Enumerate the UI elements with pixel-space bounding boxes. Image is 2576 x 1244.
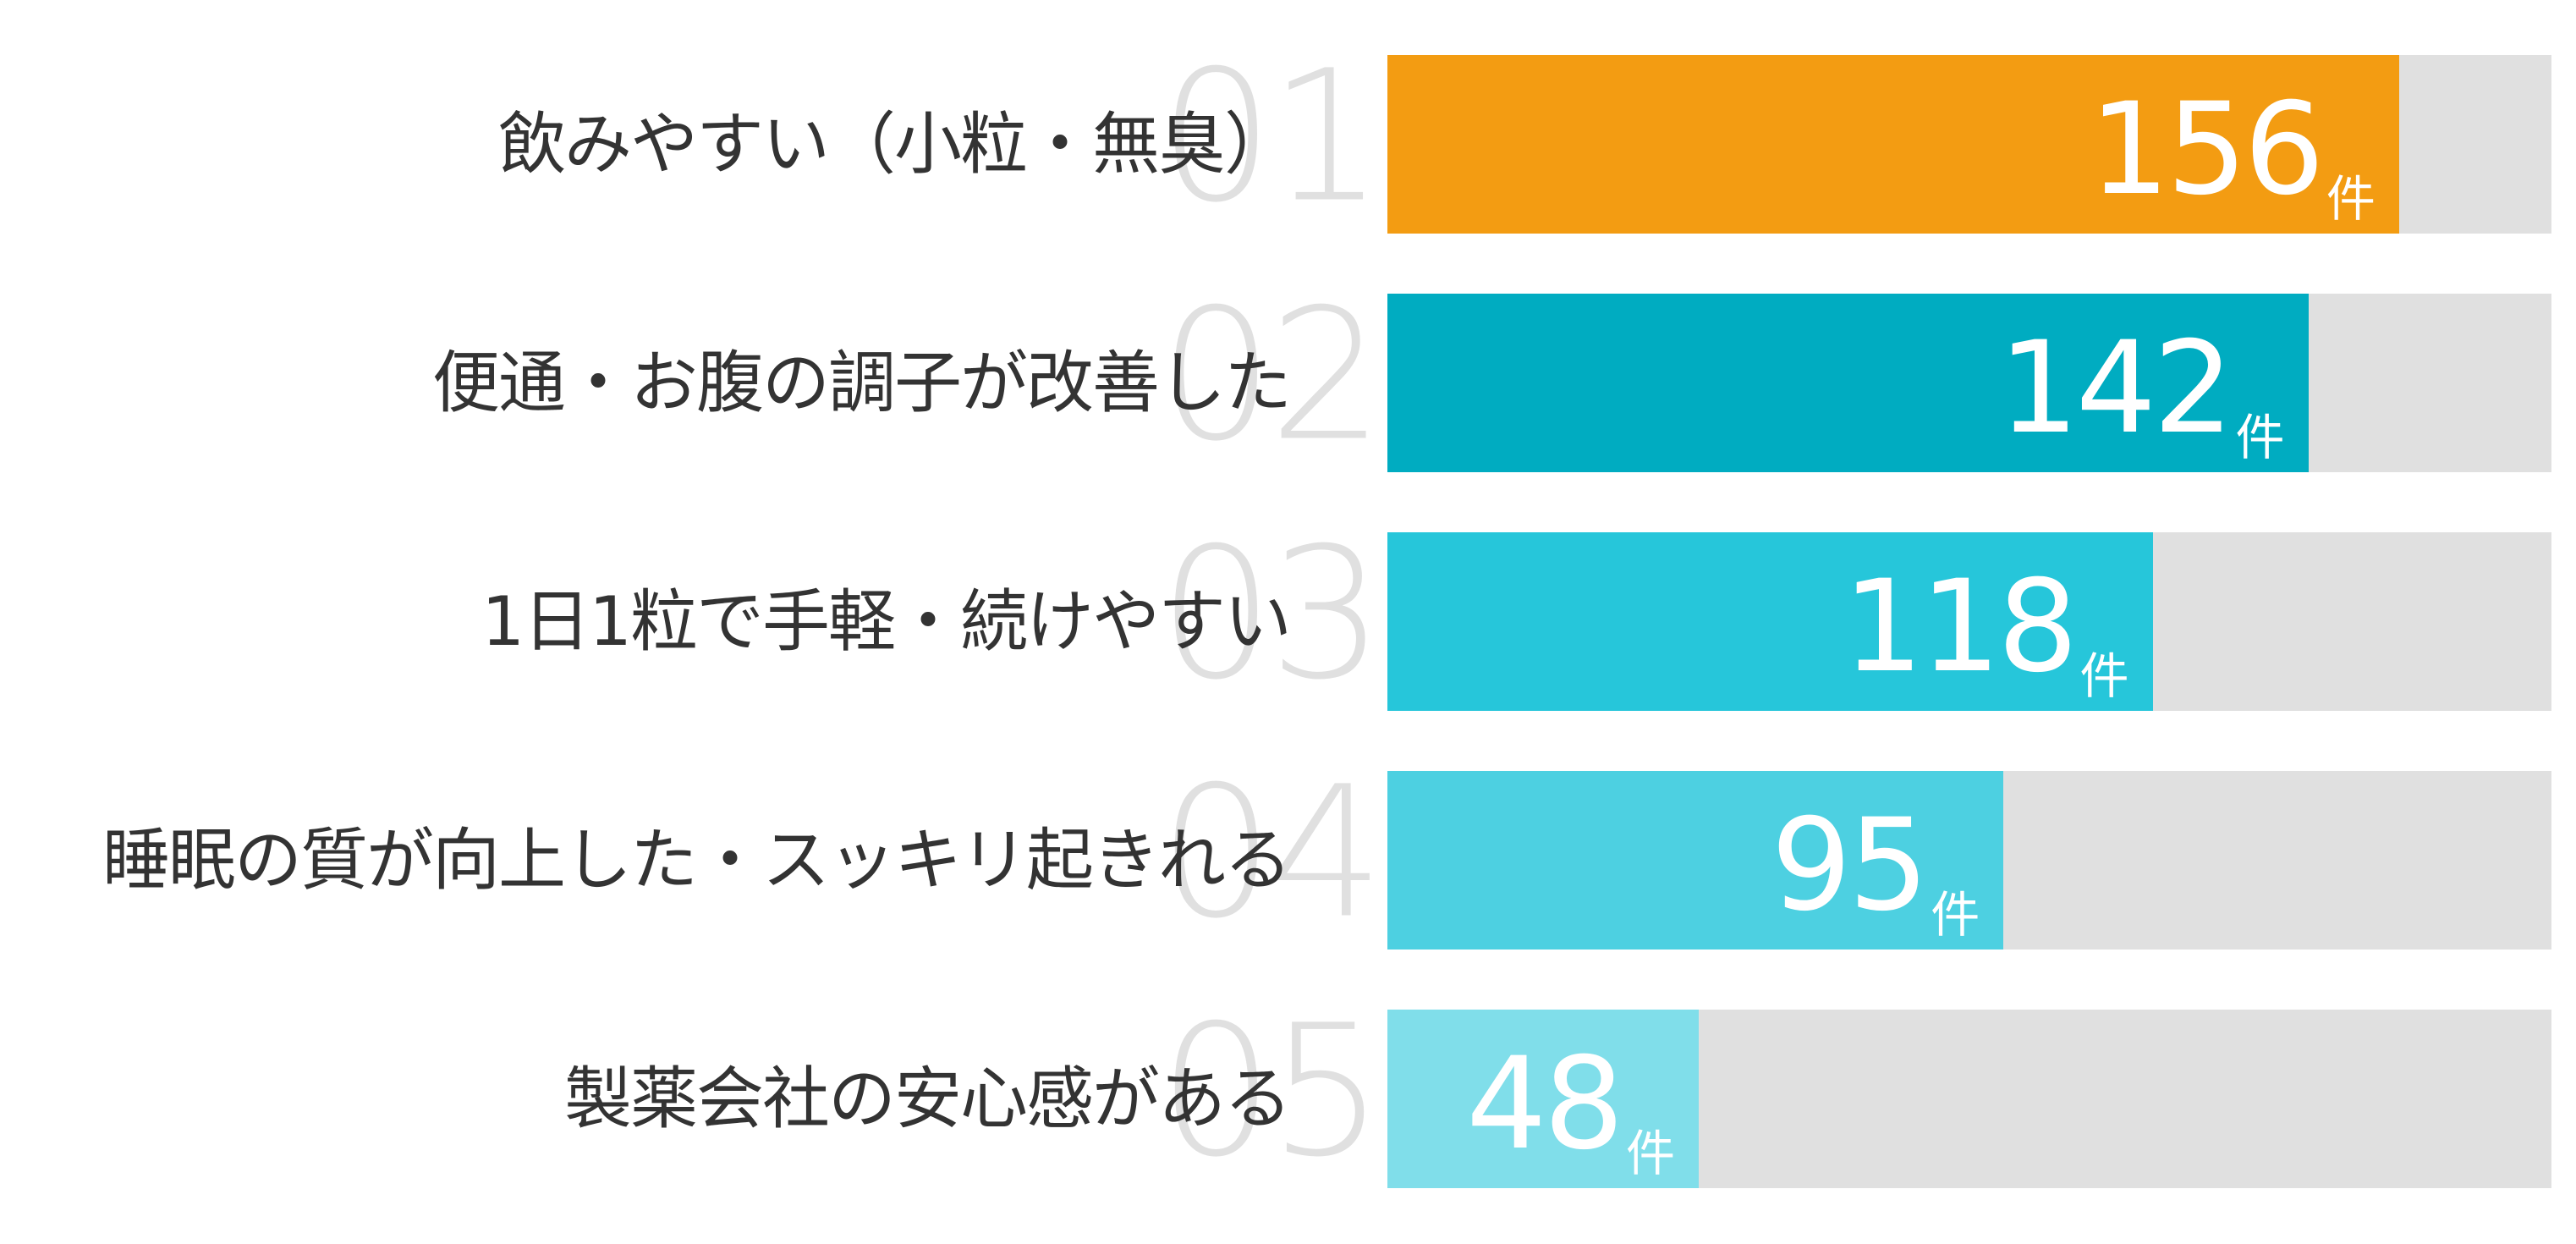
chart-row-3: 03 1日1粒で手軽・続けやすい 118 件 <box>0 523 2576 711</box>
chart-row-5: 05 製薬会社の安心感がある 48 件 <box>0 1000 2576 1188</box>
bar-track: 48 件 <box>1387 1010 2551 1188</box>
value-unit: 件 <box>2326 169 2376 228</box>
value-label: 156 件 <box>2089 75 2376 223</box>
bar-fill: 142 件 <box>1387 294 2309 472</box>
value-number: 142 <box>1998 314 2233 462</box>
chart-row-4: 04 睡眠の質が向上した・スッキリ起きれる 95 件 <box>0 762 2576 950</box>
value-label: 48 件 <box>1466 1030 1675 1178</box>
row-label: 睡眠の質が向上した・スッキリ起きれる <box>102 820 1292 900</box>
value-label: 118 件 <box>1843 553 2128 701</box>
chart-row-2: 02 便通・お腹の調子が改善した 142 件 <box>0 284 2576 472</box>
row-label: 便通・お腹の調子が改善した <box>432 343 1292 422</box>
bar-fill: 118 件 <box>1387 532 2153 711</box>
value-number: 95 <box>1771 791 1929 939</box>
rank-number: 05 <box>1158 985 1384 1197</box>
row-label: 1日1粒で手軽・続けやすい <box>481 581 1292 661</box>
bar-fill: 95 件 <box>1387 771 2004 950</box>
value-label: 142 件 <box>1998 314 2284 462</box>
bar-fill: 156 件 <box>1387 55 2399 234</box>
bar-track: 142 件 <box>1387 294 2551 472</box>
value-number: 118 <box>1843 553 2078 701</box>
bar-track: 156 件 <box>1387 55 2551 234</box>
value-unit: 件 <box>1931 885 1980 944</box>
rank-number: 04 <box>1158 746 1384 958</box>
bar-track: 95 件 <box>1387 771 2551 950</box>
row-label: 飲みやすい（小粒・無臭） <box>498 104 1292 184</box>
value-label: 95 件 <box>1771 791 1980 939</box>
value-unit: 件 <box>2235 408 2285 466</box>
value-number: 48 <box>1466 1030 1624 1178</box>
row-label: 製薬会社の安心感がある <box>564 1059 1292 1138</box>
rank-number: 01 <box>1158 30 1384 242</box>
value-unit: 件 <box>1625 1124 1675 1182</box>
chart-row-1: 01 飲みやすい（小粒・無臭） 156 件 <box>0 46 2576 234</box>
rank-number: 02 <box>1158 269 1384 481</box>
value-unit: 件 <box>2079 647 2129 705</box>
value-number: 156 <box>2089 75 2325 223</box>
rank-number: 03 <box>1158 508 1384 719</box>
bar-track: 118 件 <box>1387 532 2551 711</box>
bar-fill: 48 件 <box>1387 1010 1699 1188</box>
